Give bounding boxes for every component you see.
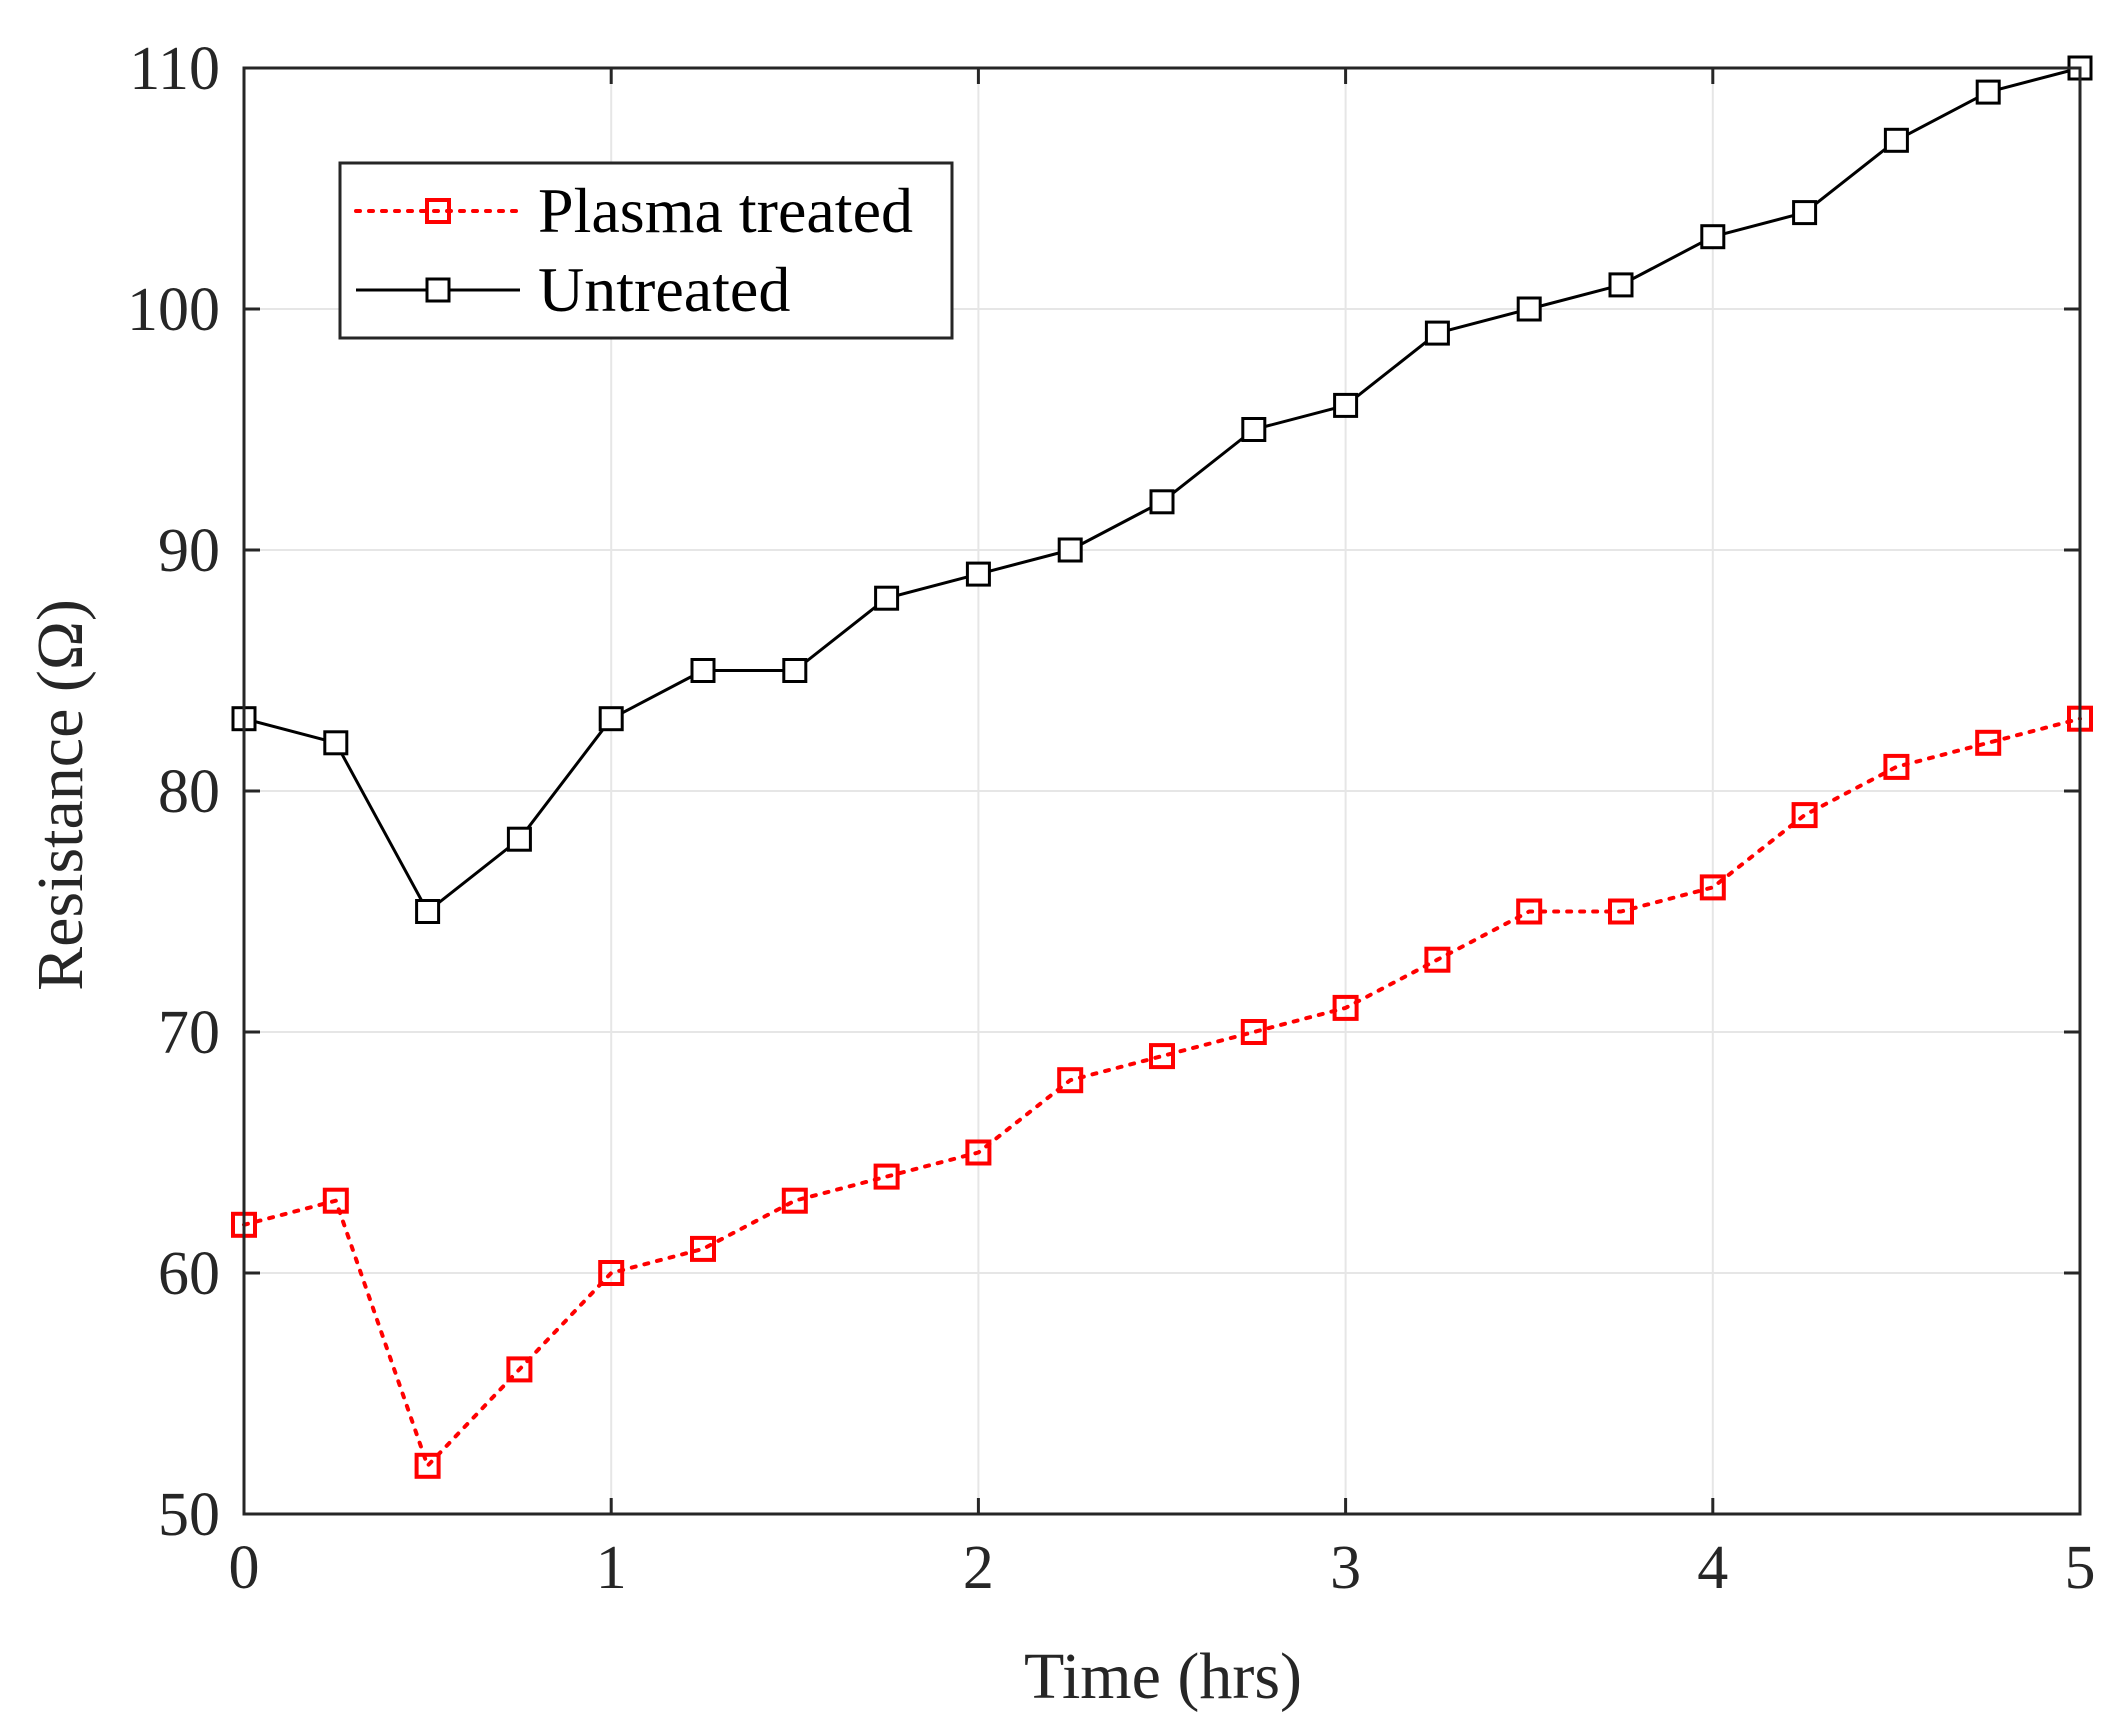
- data-point-plasma-treated: [965, 1139, 992, 1166]
- data-point-plasma-treated: [506, 1356, 533, 1383]
- data-point-plasma-treated: [781, 1187, 808, 1214]
- data-point-plasma-treated: [1332, 994, 1359, 1021]
- data-point-untreated: [1149, 489, 1175, 515]
- legend-box: [338, 161, 954, 340]
- data-point-untreated: [1700, 224, 1726, 250]
- x-tick-label: 0: [229, 1534, 260, 1602]
- series-line-plasma-treated: [242, 716, 2082, 1468]
- plot-series: [231, 55, 2093, 1479]
- legend-label-untreated: Untreated: [538, 254, 790, 325]
- legend-item-untreated: Untreated: [356, 254, 790, 325]
- y-tick-label: 50: [158, 1481, 220, 1549]
- data-point-plasma-treated: [1516, 898, 1543, 925]
- data-point-untreated: [1333, 392, 1359, 418]
- y-tick-label: 60: [158, 1240, 220, 1308]
- data-point-plasma-treated: [1424, 946, 1451, 973]
- data-point-untreated: [690, 658, 716, 683]
- data-point-untreated: [1883, 127, 1909, 153]
- data-point-untreated: [415, 899, 441, 924]
- y-tick-label: 70: [158, 999, 220, 1067]
- data-point-plasma-treated: [1149, 1043, 1175, 1070]
- data-point-untreated: [323, 730, 349, 756]
- data-point-plasma-treated: [1975, 729, 2002, 756]
- data-point-untreated: [1792, 200, 1818, 226]
- data-point-untreated: [1975, 79, 2001, 105]
- legend-marker-plasma-treated: [425, 198, 451, 224]
- data-point-plasma-treated: [1608, 898, 1634, 925]
- legend: Plasma treated Untreated: [338, 161, 954, 340]
- data-point-plasma-treated: [1791, 802, 1818, 829]
- data-point-untreated: [598, 706, 624, 732]
- legend-marker-untreated: [425, 277, 451, 303]
- data-point-untreated: [782, 658, 808, 683]
- legend-item-plasma-treated: Plasma treated: [354, 175, 913, 246]
- data-point-untreated: [506, 826, 532, 852]
- data-point-plasma-treated: [1057, 1067, 1084, 1094]
- x-tick-label: 5: [2065, 1534, 2096, 1602]
- x-axis-label: Time (hrs): [1024, 1640, 1302, 1713]
- data-point-untreated: [1057, 537, 1083, 563]
- data-point-untreated: [1424, 320, 1450, 346]
- x-tick-label: 3: [1330, 1534, 1361, 1602]
- data-point-plasma-treated: [690, 1235, 716, 1262]
- data-point-untreated: [965, 561, 991, 587]
- x-tick-label: 1: [596, 1534, 627, 1602]
- data-point-plasma-treated: [322, 1187, 349, 1214]
- y-tick-label: 80: [158, 758, 220, 826]
- data-point-untreated: [1241, 417, 1267, 442]
- x-tick-label: 2: [963, 1534, 994, 1602]
- series-plasma-treated: [231, 705, 2093, 1479]
- data-point-untreated: [874, 585, 900, 611]
- data-point-plasma-treated: [1240, 1019, 1267, 1045]
- legend-label-plasma-treated: Plasma treated: [538, 175, 913, 246]
- axis-ticks: 0 1 2 3 4 5 50 60 70 80 90 100 110: [127, 35, 2096, 1602]
- data-point-untreated: [1608, 272, 1634, 298]
- data-point-untreated: [1516, 296, 1542, 322]
- y-axis-label: Resistance (Ω): [24, 599, 97, 991]
- data-point-plasma-treated: [1699, 874, 1726, 901]
- data-point-plasma-treated: [1883, 753, 1910, 780]
- series-untreated: [231, 55, 2093, 924]
- y-tick-label: 90: [158, 517, 220, 585]
- data-point-plasma-treated: [873, 1163, 900, 1190]
- data-point-plasma-treated: [598, 1260, 625, 1286]
- y-tick-label: 110: [129, 35, 220, 103]
- x-tick-label: 4: [1697, 1534, 1728, 1602]
- y-tick-label: 100: [127, 276, 220, 344]
- axes-box: [242, 66, 2082, 1516]
- data-point-plasma-treated: [414, 1452, 441, 1479]
